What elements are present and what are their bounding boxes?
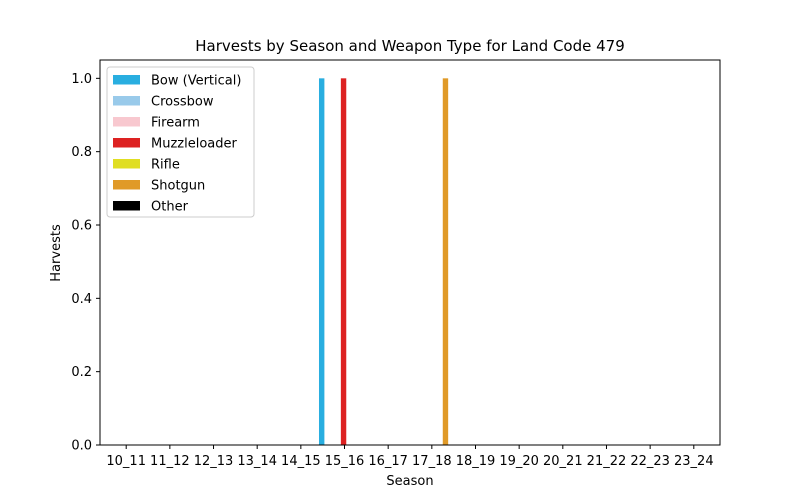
x-tick-label: 18_19 (456, 454, 496, 469)
x-tick-label: 22_23 (630, 454, 670, 469)
x-tick-label: 15_16 (325, 454, 365, 469)
legend-label: Other (151, 200, 189, 215)
x-tick-label: 12_13 (194, 454, 234, 469)
x-tick-label: 21_22 (587, 454, 627, 469)
x-tick-label: 10_11 (106, 454, 146, 469)
bar-shotgun-17_18 (442, 78, 449, 445)
legend-label: Muzzleloader (151, 137, 237, 152)
legend-label: Rifle (151, 158, 180, 173)
x-tick-label: 23_24 (674, 454, 714, 469)
bar-bow-vertical--15_16 (318, 78, 325, 445)
bar-muzzleloader-15_16 (340, 78, 347, 445)
x-tick-label: 19_20 (499, 454, 539, 469)
y-tick-label: 0.2 (71, 365, 92, 380)
x-tick-label: 11_12 (150, 454, 190, 469)
legend-swatch (113, 159, 140, 169)
x-tick-label: 17_18 (412, 454, 452, 469)
y-tick-label: 0.4 (71, 292, 92, 307)
x-tick-label: 20_21 (543, 454, 583, 469)
legend-label: Crossbow (151, 95, 214, 110)
legend-label: Firearm (151, 116, 200, 131)
legend-label: Shotgun (151, 179, 205, 194)
bars-layer (318, 78, 449, 445)
y-tick-label: 0.8 (71, 145, 92, 160)
y-tick-label: 0.6 (71, 219, 92, 234)
x-tick-label: 13_14 (237, 454, 277, 469)
legend: Bow (Vertical) Crossbow Firearm Muzzleloade… (106, 66, 255, 218)
legend-swatch (113, 180, 140, 190)
legend-swatch (113, 96, 140, 106)
legend-swatch (113, 138, 140, 148)
x-axis: 10_11 11_12 12_13 13_14 14_15 15_16 16_17 17_18… (106, 445, 714, 469)
legend-frame (106, 66, 255, 218)
legend-swatch (113, 201, 140, 211)
x-tick-label: 14_15 (281, 454, 321, 469)
y-tick-label: 1.0 (71, 72, 92, 87)
x-axis-label: Season (386, 474, 433, 489)
y-tick-label: 0.0 (71, 439, 92, 454)
chart-title: Harvests by Season and Weapon Type for L… (195, 37, 625, 55)
y-axis-label: Harvests (49, 224, 64, 282)
plot-frame (99, 59, 721, 446)
legend-label: Bow (Vertical) (151, 74, 241, 89)
x-tick-label: 16_17 (368, 454, 408, 469)
y-axis: 0.0 0.2 0.4 0.6 0.8 1.0 (71, 72, 100, 454)
legend-swatch (113, 117, 140, 127)
legend-swatch (113, 75, 140, 85)
